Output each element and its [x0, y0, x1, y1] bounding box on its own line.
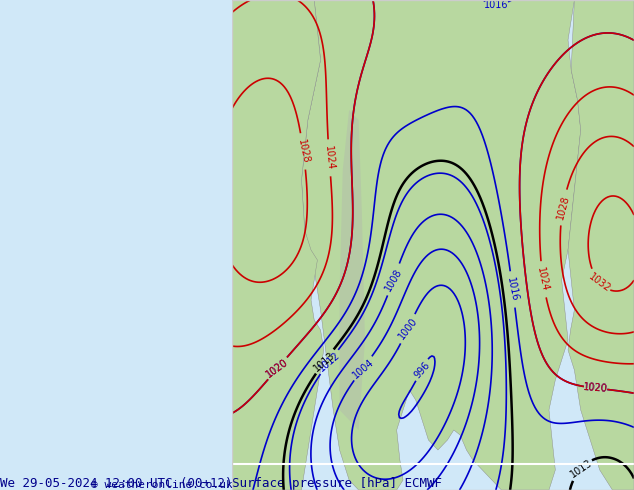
Text: 1004: 1004	[351, 357, 375, 380]
Text: 1020: 1020	[583, 382, 608, 394]
Text: 1016: 1016	[484, 0, 509, 10]
Text: 1008: 1008	[383, 267, 404, 293]
Text: 1024: 1024	[536, 267, 550, 293]
Text: 1028: 1028	[555, 194, 571, 221]
Text: 1020: 1020	[264, 357, 290, 380]
Text: 1020: 1020	[583, 382, 608, 394]
Text: 1028: 1028	[296, 138, 311, 164]
Text: 1013: 1013	[569, 457, 595, 479]
Text: We 29-05-2024 12:00 UTC (00+12): We 29-05-2024 12:00 UTC (00+12)	[0, 477, 232, 490]
Polygon shape	[302, 0, 581, 490]
Text: 1000: 1000	[396, 316, 419, 342]
Polygon shape	[340, 110, 365, 430]
Polygon shape	[568, 0, 634, 490]
Text: 1020: 1020	[264, 357, 290, 380]
Text: 1016: 1016	[505, 276, 520, 302]
Text: 996: 996	[412, 360, 432, 380]
Text: 1012: 1012	[316, 350, 342, 373]
Text: 1032: 1032	[586, 271, 612, 294]
Text: Surface pressure [hPa] ECMWF: Surface pressure [hPa] ECMWF	[232, 477, 442, 490]
Text: 1024: 1024	[323, 145, 335, 171]
Polygon shape	[232, 0, 324, 490]
Text: © weatheronline.co.uk: © weatheronline.co.uk	[91, 480, 232, 490]
Text: 1013: 1013	[312, 349, 337, 373]
